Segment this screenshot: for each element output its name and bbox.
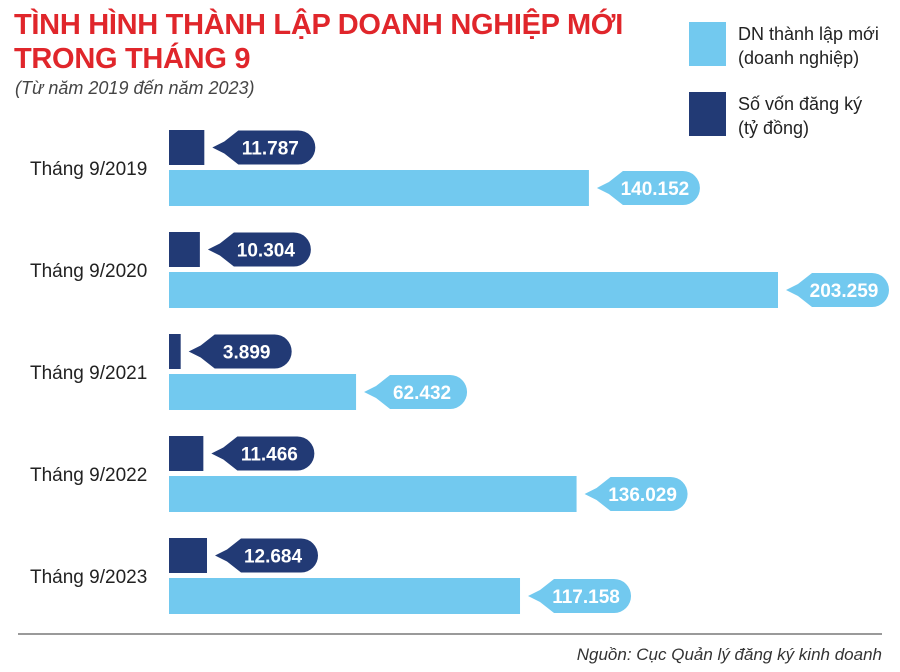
- legend-label-line2: (tỷ đồng): [738, 118, 810, 138]
- enterprises-label: 203.259: [786, 273, 889, 307]
- chart-subtitle: (Từ năm 2019 đến năm 2023): [15, 78, 255, 98]
- enterprises-label: 62.432: [364, 375, 468, 409]
- capital-data-label: 12.684: [244, 547, 303, 568]
- legend-swatch-light: [689, 22, 726, 66]
- enterprises-label-bubble: [364, 375, 468, 409]
- legend-label-registered-capital: Số vốn đăng ký (tỷ đồng): [738, 92, 900, 140]
- bar-registered-capital: [169, 334, 181, 369]
- enterprises-data-label: 117.158: [552, 587, 620, 608]
- bar-new-enterprises: [169, 374, 357, 410]
- bar-registered-capital: [169, 538, 208, 573]
- capital-label: 11.787: [212, 130, 316, 165]
- enterprises-label-bubble: [584, 477, 688, 511]
- capital-data-label: 3.899: [223, 343, 271, 364]
- enterprises-label: 117.158: [528, 579, 632, 613]
- capital-data-label: 11.466: [241, 445, 298, 466]
- enterprises-label: 136.029: [584, 477, 688, 511]
- chart-title-line2: TRONG THÁNG 9: [14, 43, 251, 75]
- chart-title-line1: TÌNH HÌNH THÀNH LẬP DOANH NGHIỆP MỚI: [14, 9, 623, 41]
- capital-label-bubble: [212, 130, 316, 165]
- category-label: Tháng 9/2020: [30, 261, 147, 282]
- bar-registered-capital: [169, 232, 200, 267]
- capital-label-bubble: [207, 232, 311, 267]
- capital-label-bubble: [188, 334, 292, 369]
- capital-label-bubble: [211, 436, 315, 471]
- bar-new-enterprises: [169, 272, 778, 308]
- bar-new-enterprises: [169, 578, 521, 614]
- legend-label-line1: Số vốn đăng ký: [738, 94, 863, 114]
- category-label: Tháng 9/2022: [30, 465, 147, 486]
- category-label: Tháng 9/2021: [30, 363, 147, 384]
- capital-label: 11.466: [211, 436, 315, 471]
- legend-label-line2: (doanh nghiệp): [738, 48, 860, 68]
- legend-swatch-dark: [689, 92, 726, 136]
- capital-label-bubble: [215, 538, 319, 573]
- enterprises-label-bubble: [528, 579, 632, 613]
- chart-title: TÌNH HÌNH THÀNH LẬP DOANH NGHIỆP MỚI TRO…: [14, 8, 623, 76]
- source-note: Nguồn: Cục Quản lý đăng ký kinh doanh: [576, 645, 882, 664]
- category-label: Tháng 9/2019: [30, 159, 147, 180]
- bar-new-enterprises: [169, 170, 589, 206]
- capital-label: 3.899: [188, 334, 292, 369]
- bar-registered-capital: [169, 130, 205, 165]
- legend-label-new-enterprises: DN thành lập mới (doanh nghiệp): [738, 22, 900, 70]
- footer-divider: [18, 633, 882, 635]
- enterprises-data-label: 136.029: [608, 485, 677, 506]
- enterprises-data-label: 203.259: [810, 281, 879, 302]
- capital-label: 10.304: [207, 232, 311, 267]
- enterprises-label: 140.152: [596, 171, 700, 205]
- bar-new-enterprises: [169, 476, 577, 512]
- enterprises-data-label: 140.152: [621, 179, 690, 200]
- capital-label: 12.684: [215, 538, 319, 573]
- enterprises-data-label: 62.432: [393, 383, 451, 404]
- bar-registered-capital: [169, 436, 204, 471]
- capital-data-label: 10.304: [237, 241, 296, 262]
- capital-data-label: 11.787: [242, 139, 299, 160]
- enterprises-label-bubble: [596, 171, 700, 205]
- legend-label-line1: DN thành lập mới: [738, 24, 879, 44]
- enterprises-label-bubble: [786, 273, 889, 307]
- category-label: Tháng 9/2023: [30, 567, 147, 588]
